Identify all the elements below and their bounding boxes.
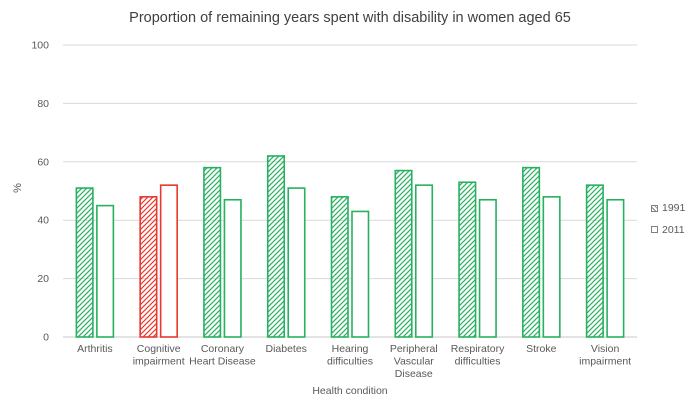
x-tick-label-6: Respiratory difficulties	[451, 343, 505, 368]
x-tick-label-2: Coronary Heart Disease	[189, 343, 256, 368]
legend-item-1991: 1991	[651, 203, 685, 214]
x-tick-label-5: Peripheral Vascular Disease	[390, 343, 438, 380]
bar-2011-7	[542, 196, 561, 338]
x-axis-label: Health condition	[312, 385, 388, 397]
bar-2011-0	[96, 204, 115, 338]
x-tick-label-3: Diabetes	[265, 343, 306, 355]
bar-2011-4	[351, 210, 370, 338]
y-tick-label-80: 80	[37, 98, 49, 110]
x-tick-label-0: Arthritis	[77, 343, 113, 355]
legend: 1991 2011	[651, 203, 685, 246]
bar-1991-7	[522, 166, 541, 338]
bar-1991-1	[139, 196, 158, 338]
x-tick-label-1: Cognitive impairment	[133, 343, 185, 368]
bar-1991-0	[75, 187, 94, 338]
x-tick-label-8: Vision impairment	[579, 343, 631, 368]
y-tick-label-100: 100	[31, 40, 49, 52]
y-tick-label-40: 40	[37, 215, 49, 227]
legend-marker-1991	[651, 204, 658, 212]
bar-2011-5	[414, 184, 434, 338]
legend-item-2011: 2011	[651, 223, 685, 236]
chart-title: Proportion of remaining years spent with…	[129, 10, 571, 26]
x-tick-label-7: Stroke	[526, 343, 557, 355]
bar-1991-4	[330, 196, 349, 338]
bar-2011-6	[478, 198, 497, 338]
bar-2011-3	[287, 187, 306, 338]
bar-2011-1	[159, 184, 178, 338]
bar-1991-6	[458, 181, 477, 338]
y-tick-label-20: 20	[37, 273, 49, 285]
bar-1991-2	[203, 166, 222, 338]
x-tick-label-4: Hearing difficulties	[327, 343, 373, 368]
legend-marker-2011	[651, 226, 658, 234]
legend-label-1991: 1991	[662, 202, 686, 214]
bar-1991-8	[585, 184, 604, 338]
y-tick-label-0: 0	[43, 332, 49, 344]
y-tick-label-60: 60	[37, 156, 49, 168]
legend-label-2011: 2011	[662, 223, 685, 236]
bar-1991-5	[394, 169, 413, 338]
bar-1991-3	[266, 155, 286, 338]
bar-2011-2	[223, 198, 242, 338]
bar-2011-8	[606, 198, 625, 338]
